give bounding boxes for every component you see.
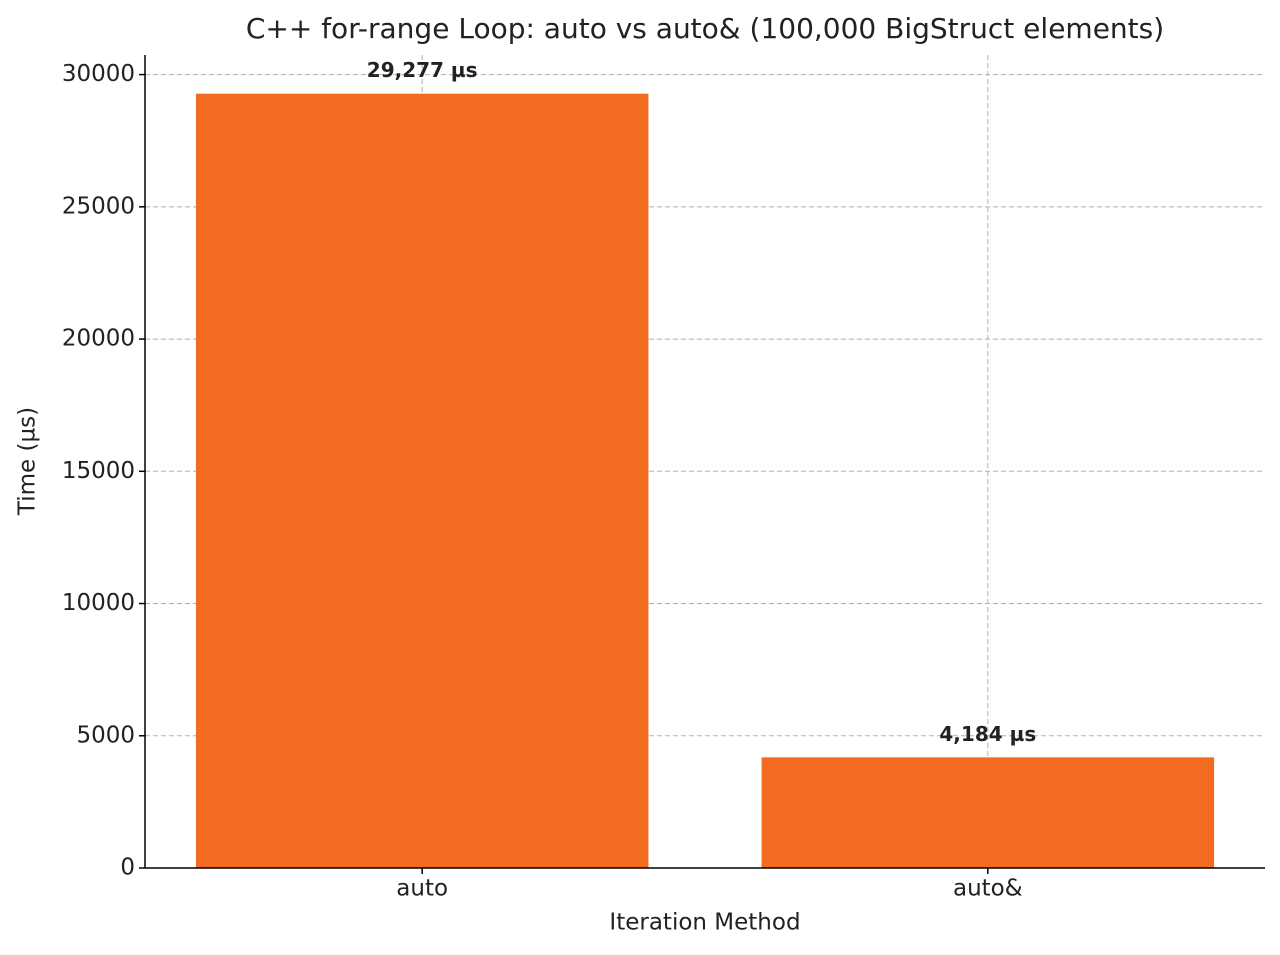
y-tick-label: 25000 (62, 193, 135, 219)
y-tick-label: 15000 (62, 458, 135, 484)
x-axis-label: Iteration Method (609, 910, 800, 936)
x-tick-label: auto (396, 876, 448, 902)
y-tick-label: 10000 (62, 590, 135, 616)
value-label: 29,277 µs (367, 58, 478, 82)
chart-title: C++ for-range Loop: auto vs auto& (100,0… (246, 12, 1164, 45)
y-tick-label: 30000 (62, 61, 135, 87)
bar (195, 93, 649, 868)
y-tick-label: 20000 (62, 326, 135, 352)
bar (761, 757, 1215, 868)
y-tick-label: 5000 (76, 722, 135, 748)
y-tick-label: 0 (120, 855, 135, 881)
x-tick-label: auto& (953, 876, 1023, 902)
value-label: 4,184 µs (939, 722, 1036, 746)
y-axis-label: Time (µs) (15, 407, 41, 516)
